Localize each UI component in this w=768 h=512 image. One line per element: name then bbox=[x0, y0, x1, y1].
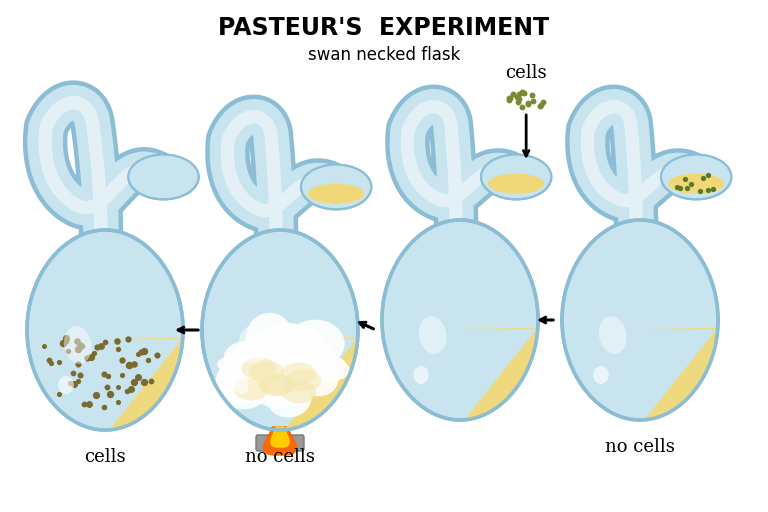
Text: no cells: no cells bbox=[605, 438, 675, 456]
Ellipse shape bbox=[273, 352, 346, 380]
FancyBboxPatch shape bbox=[256, 435, 304, 451]
Ellipse shape bbox=[239, 326, 266, 364]
Ellipse shape bbox=[281, 381, 316, 403]
Ellipse shape bbox=[264, 357, 319, 381]
Ellipse shape bbox=[216, 362, 271, 409]
PathPatch shape bbox=[27, 230, 183, 430]
PathPatch shape bbox=[284, 338, 358, 430]
PathPatch shape bbox=[644, 328, 717, 420]
PathPatch shape bbox=[465, 328, 538, 420]
PathPatch shape bbox=[202, 230, 358, 430]
PathPatch shape bbox=[109, 338, 183, 430]
Ellipse shape bbox=[668, 174, 724, 194]
Polygon shape bbox=[661, 155, 731, 177]
Ellipse shape bbox=[249, 360, 283, 382]
Ellipse shape bbox=[249, 323, 327, 377]
Ellipse shape bbox=[242, 358, 276, 380]
Ellipse shape bbox=[243, 340, 295, 392]
PathPatch shape bbox=[284, 338, 358, 430]
Ellipse shape bbox=[286, 319, 345, 368]
Ellipse shape bbox=[260, 374, 294, 396]
Text: no cells: no cells bbox=[245, 448, 315, 466]
Text: swan necked flask: swan necked flask bbox=[308, 46, 460, 64]
Ellipse shape bbox=[292, 357, 350, 383]
Ellipse shape bbox=[300, 362, 338, 396]
Ellipse shape bbox=[419, 316, 446, 354]
Ellipse shape bbox=[488, 174, 545, 194]
Text: cells: cells bbox=[84, 448, 126, 466]
Ellipse shape bbox=[481, 155, 551, 199]
PathPatch shape bbox=[562, 220, 718, 420]
Polygon shape bbox=[481, 155, 551, 177]
Ellipse shape bbox=[64, 326, 91, 364]
Ellipse shape bbox=[217, 352, 294, 377]
Ellipse shape bbox=[227, 343, 293, 392]
Ellipse shape bbox=[308, 184, 364, 204]
Ellipse shape bbox=[272, 346, 317, 385]
PathPatch shape bbox=[465, 328, 538, 420]
Ellipse shape bbox=[593, 366, 609, 384]
Polygon shape bbox=[263, 427, 296, 455]
Ellipse shape bbox=[233, 376, 249, 394]
Ellipse shape bbox=[250, 355, 303, 408]
Ellipse shape bbox=[223, 340, 274, 374]
Polygon shape bbox=[128, 155, 199, 177]
Polygon shape bbox=[301, 164, 372, 187]
Ellipse shape bbox=[128, 155, 199, 199]
Ellipse shape bbox=[661, 155, 731, 199]
Ellipse shape bbox=[225, 365, 280, 402]
Ellipse shape bbox=[599, 316, 627, 354]
Ellipse shape bbox=[266, 376, 312, 417]
PathPatch shape bbox=[109, 338, 183, 430]
Ellipse shape bbox=[413, 366, 429, 384]
Text: cells: cells bbox=[505, 64, 547, 82]
Ellipse shape bbox=[260, 374, 295, 396]
PathPatch shape bbox=[382, 220, 538, 420]
Ellipse shape bbox=[58, 376, 74, 394]
PathPatch shape bbox=[644, 328, 717, 420]
Ellipse shape bbox=[243, 340, 309, 376]
Polygon shape bbox=[271, 427, 289, 447]
Ellipse shape bbox=[286, 369, 322, 391]
Ellipse shape bbox=[216, 358, 274, 404]
Ellipse shape bbox=[233, 378, 269, 400]
Ellipse shape bbox=[230, 345, 298, 385]
Text: PASTEUR'S  EXPERIMENT: PASTEUR'S EXPERIMENT bbox=[218, 16, 550, 40]
Ellipse shape bbox=[301, 164, 372, 209]
Ellipse shape bbox=[273, 339, 333, 372]
Ellipse shape bbox=[281, 362, 316, 385]
Ellipse shape bbox=[246, 313, 294, 366]
